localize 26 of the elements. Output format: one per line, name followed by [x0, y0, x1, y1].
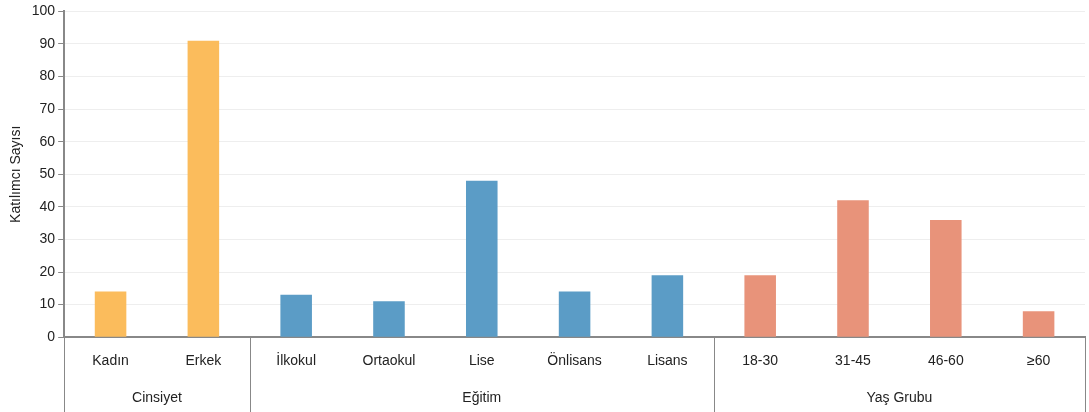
x-tick-label: Erkek [185, 352, 223, 369]
y-tick-label: 100 [31, 2, 56, 19]
y-tick-label: 10 [39, 295, 56, 312]
x-tick-label: Kadın [92, 352, 129, 369]
y-tick-label: 40 [39, 197, 56, 214]
y-tick-label: 50 [39, 165, 56, 182]
x-tick-label: Lisans [647, 352, 688, 369]
x-tick-label: 31-45 [835, 352, 872, 369]
y-tick-label: 60 [39, 132, 56, 149]
x-tick-label: Önlisans [547, 351, 602, 369]
x-tick-label: ≥60 [1026, 352, 1051, 369]
y-axis-title: Katılımcı Sayısı [7, 125, 24, 223]
x-tick-label: 46-60 [927, 352, 964, 369]
y-tick-label: 20 [39, 262, 56, 279]
text: Cinsiyet [132, 388, 182, 405]
text: Eğitim [462, 388, 502, 405]
y-tick-label: 30 [39, 230, 56, 247]
y-tick-label: 80 [39, 67, 56, 84]
y-tick-label: 0 [47, 328, 56, 345]
x-tick-label: Lise [468, 352, 495, 369]
text: Yaş Grubu [866, 388, 933, 405]
x-tick-label: Ortaokul [362, 352, 416, 369]
y-tick-label: 90 [39, 34, 56, 51]
y-tick-label: 70 [39, 100, 56, 116]
x-tick-label: 18-30 [742, 352, 779, 369]
x-tick-label: İlkokul [276, 351, 317, 369]
